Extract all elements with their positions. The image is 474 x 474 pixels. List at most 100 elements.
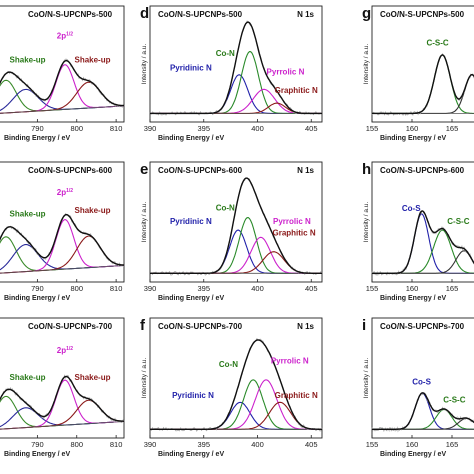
raw-data-line [0, 58, 125, 109]
panel-f: 390 395 400 405 Binding Energy / eV Intensity… [140, 317, 323, 458]
peak-annotation: 2p1/2 [57, 188, 74, 197]
panel-title: CoO/N-S-UPCNPs-700 [28, 322, 113, 331]
component-peak-2 [150, 217, 322, 274]
envelope-line [150, 339, 322, 430]
x-tick-label: 390 [144, 440, 157, 449]
x-axis-label: Binding Energy / eV [4, 135, 70, 142]
x-tick-label: 155 [366, 440, 379, 449]
component-peak-2 [372, 74, 474, 114]
panel-title: CoO/N-S-UPCNPs-500 [28, 10, 113, 19]
x-tick-label: 800 [70, 440, 83, 449]
plot-frame [371, 161, 474, 283]
panel-title: CoO/N-S-UPCNPs-700 [158, 322, 243, 331]
x-tick-label: 800 [70, 284, 83, 293]
x-tick-label: 790 [31, 284, 44, 293]
plot-frame [149, 5, 323, 123]
plot-frame [371, 5, 474, 123]
panel-c: 790 800 810 Binding Energy / eV CoO/N-S-UPCN… [0, 317, 125, 458]
x-tick-label: 400 [251, 440, 264, 449]
component-peak-3 [0, 64, 124, 114]
component-peak-2 [372, 229, 474, 274]
panel-letter: h [362, 161, 371, 178]
x-tick-label: 400 [251, 124, 264, 133]
component-peak-1 [0, 79, 124, 112]
x-tick-label: 790 [31, 440, 44, 449]
x-tick-label: 395 [197, 124, 210, 133]
x-axis-label: Binding Energy / eV [158, 451, 224, 458]
x-axis-label: Binding Energy / eV [380, 451, 446, 458]
x-tick-label: 810 [110, 284, 123, 293]
region-label: N 1s [297, 166, 314, 175]
plot-frame [149, 317, 323, 439]
peak-annotation: Co-S [412, 377, 431, 386]
x-tick-label: 165 [446, 284, 459, 293]
x-tick-label: 395 [197, 440, 210, 449]
panel-letter: i [362, 317, 366, 334]
peak-annotation: C-S-C [443, 395, 465, 404]
panel-letter: f [140, 317, 146, 334]
component-peak-3 [372, 417, 474, 430]
x-tick-label: 405 [305, 284, 318, 293]
peak-annotation: Shake-up [74, 56, 110, 65]
component-peak-3 [0, 379, 125, 430]
panel-title: CoO/N-S-UPCNPs-600 [28, 166, 113, 175]
peak-annotation: Co-N [216, 203, 235, 212]
panel-title: CoO/N-S-UPCNPs-500 [158, 10, 243, 19]
x-tick-label: 800 [70, 124, 83, 133]
envelope-line [0, 59, 124, 107]
component-peak-1 [372, 54, 474, 114]
x-tick-label: 160 [406, 284, 419, 293]
x-axis-label: Binding Energy / eV [158, 295, 224, 302]
peak-annotation: Co-N [216, 49, 235, 58]
x-tick-label: 790 [31, 124, 44, 133]
x-tick-label: 390 [144, 284, 157, 293]
panel-a: 790 800 810 Binding Energy / eV CoO/N-S-UPCN… [0, 5, 125, 142]
component-peak-1 [0, 236, 125, 272]
plot-frame [0, 317, 125, 439]
envelope-line [372, 54, 474, 115]
envelope-line [150, 177, 322, 274]
envelope-line [150, 21, 322, 115]
peak-annotation: Shake-up [74, 206, 110, 215]
x-tick-label: 405 [305, 440, 318, 449]
x-tick-label: 160 [406, 124, 419, 133]
y-axis-label: Intensity / a.u. [141, 358, 148, 399]
component-peak-4 [150, 251, 322, 274]
peak-annotation: Pyridinic N [170, 217, 212, 226]
y-axis-label: Intensity / a.u. [141, 202, 148, 243]
envelope-line [0, 375, 124, 422]
x-axis-label: Binding Energy / eV [380, 295, 446, 302]
component-peak-2 [0, 407, 125, 428]
x-axis-label: Binding Energy / eV [158, 135, 224, 142]
x-axis-label: Binding Energy / eV [380, 135, 446, 142]
peak-annotation: C-S-C [426, 38, 448, 47]
panel-letter: g [362, 5, 371, 22]
peak-annotation: C-S-C [447, 217, 469, 226]
panel-title: CoO/N-S-UPCNPs-600 [380, 166, 465, 175]
peak-annotation: Graphitic N [272, 229, 315, 238]
panel-e: 390 395 400 405 Binding Energy / eV Intensity… [140, 161, 323, 302]
plot-frame [0, 5, 125, 123]
peak-annotation: 2p1/2 [57, 32, 74, 41]
y-axis-label: Intensity / a.u. [363, 202, 370, 243]
peak-annotation: Pyridinic N [172, 391, 214, 400]
plot-frame [149, 161, 323, 283]
panel-b: 790 800 810 Binding Energy / eV CoO/N-S-UPCN… [0, 161, 125, 302]
x-tick-label: 810 [110, 440, 123, 449]
peak-annotation: 2p1/2 [57, 346, 74, 355]
peak-annotation-sup: 1/2 [66, 32, 73, 38]
component-peak-4 [150, 401, 322, 430]
baseline-line [0, 421, 125, 430]
peak-annotation: Pyridinic N [170, 63, 212, 72]
panel-title: CoO/N-S-UPCNPs-500 [380, 10, 465, 19]
x-axis-label: Binding Energy / eV [4, 295, 70, 302]
baseline-line [0, 105, 124, 114]
x-tick-label: 810 [110, 124, 123, 133]
plot-frame [371, 317, 474, 439]
y-axis-label: Intensity / a.u. [141, 44, 148, 85]
y-axis-label: Intensity / a.u. [363, 44, 370, 85]
